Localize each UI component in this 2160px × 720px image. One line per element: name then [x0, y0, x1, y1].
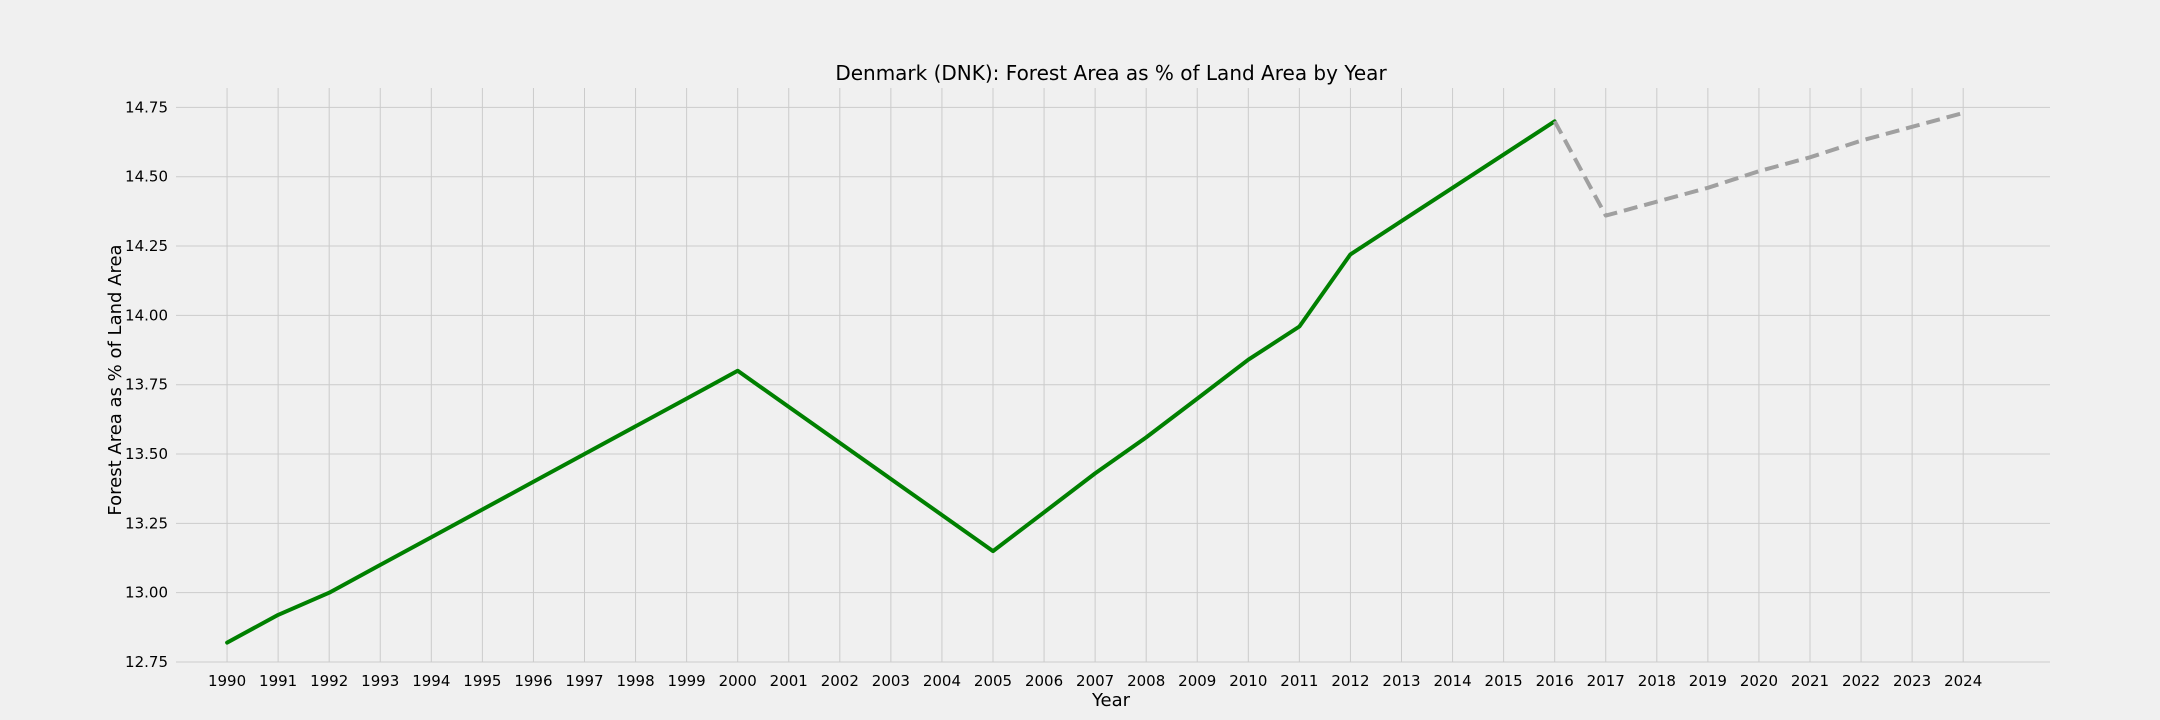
y-tick-label: 13.00 [125, 584, 168, 602]
y-tick-label: 13.50 [125, 445, 168, 463]
x-tick-label: 2020 [1740, 672, 1778, 690]
x-tick-label: 2024 [1944, 672, 1982, 690]
x-tick-label: 2002 [821, 672, 859, 690]
chart-title: Denmark (DNK): Forest Area as % of Land … [835, 61, 1387, 85]
x-tick-label: 1999 [668, 672, 706, 690]
x-tick-label: 1995 [463, 672, 501, 690]
y-tick-label: 14.25 [125, 237, 168, 255]
y-tick-label: 13.75 [125, 376, 168, 394]
x-tick-label: 1991 [259, 672, 297, 690]
y-tick-label: 13.25 [125, 514, 168, 532]
x-axis-label: Year [1091, 690, 1131, 711]
x-tick-label: 2021 [1791, 672, 1829, 690]
x-tick-label: 2005 [974, 672, 1012, 690]
grid [176, 88, 2050, 663]
y-axis-ticks: 12.75 13.00 13.25 13.50 13.75 14.00 14.25 14.50… [125, 98, 168, 671]
x-tick-label: 2003 [872, 672, 910, 690]
y-tick-label: 14.50 [125, 168, 168, 186]
x-tick-label: 1997 [565, 672, 603, 690]
x-tick-label: 2006 [1025, 672, 1063, 690]
x-tick-label: 2017 [1587, 672, 1625, 690]
series-layer [225, 111, 1964, 645]
x-tick-label: 2014 [1433, 672, 1471, 690]
y-tick-label: 12.75 [125, 653, 168, 671]
x-tick-label: 2004 [923, 672, 961, 690]
x-tick-label: 2008 [1127, 672, 1165, 690]
x-tick-label: 1990 [208, 672, 246, 690]
x-tick-label: 2022 [1842, 672, 1880, 690]
dashed-series-line [1552, 111, 1964, 218]
x-tick-label: 2016 [1536, 672, 1574, 690]
x-tick-label: 1996 [514, 672, 552, 690]
x-tick-label: 2023 [1893, 672, 1931, 690]
x-tick-label: 1993 [361, 672, 399, 690]
x-tick-label: 2007 [1076, 672, 1114, 690]
x-tick-label: 2018 [1638, 672, 1676, 690]
x-axis-ticks: 1990 1991 1992 1993 1994 1995 1996 1997 1998 1999… [208, 672, 1982, 690]
y-axis-label: Forest Area as % of Land Area [105, 244, 126, 515]
x-tick-label: 2019 [1689, 672, 1727, 690]
x-tick-label: 1992 [310, 672, 348, 690]
x-tick-label: 2011 [1280, 672, 1318, 690]
x-tick-label: 2012 [1331, 672, 1369, 690]
x-tick-label: 2013 [1382, 672, 1420, 690]
x-tick-label: 2010 [1229, 672, 1267, 690]
x-tick-label: 2000 [719, 672, 757, 690]
x-tick-label: 1994 [412, 672, 450, 690]
x-tick-label: 1998 [616, 672, 654, 690]
y-tick-label: 14.75 [125, 98, 168, 116]
x-tick-label: 2015 [1485, 672, 1523, 690]
y-tick-label: 14.00 [125, 306, 168, 324]
x-tick-label: 2009 [1178, 672, 1216, 690]
x-tick-label: 2001 [770, 672, 808, 690]
